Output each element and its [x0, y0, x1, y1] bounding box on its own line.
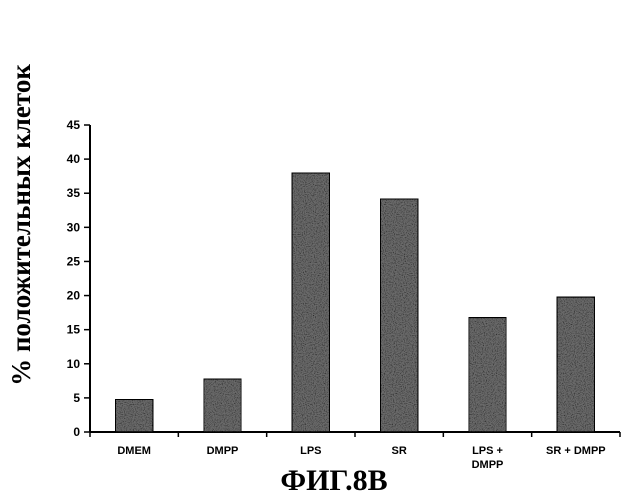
y-tick-label: 30 [67, 220, 81, 234]
x-tick-label: DMPP [472, 459, 504, 471]
y-tick-label: 0 [73, 425, 80, 439]
bar [115, 399, 153, 432]
y-tick-label: 15 [67, 323, 81, 337]
x-tick-label: SR [392, 445, 407, 457]
axes [90, 125, 620, 437]
bar [557, 297, 595, 432]
x-tick-label: DMEM [117, 445, 151, 457]
y-tick-label: 45 [67, 118, 81, 132]
figure-caption: ФИГ.8В [280, 464, 387, 497]
x-tick-label: DMPP [207, 445, 239, 457]
x-tick-label: LPS + [472, 445, 503, 457]
y-tick-label: 40 [67, 152, 81, 166]
x-tick-label: SR + DMPP [546, 445, 606, 457]
y-axis-title: % положительных клеток [6, 64, 36, 386]
y-axis-label: % положительных клеток [6, 64, 36, 386]
bar [469, 317, 507, 432]
y-tick-label: 35 [67, 186, 81, 200]
bars [115, 173, 595, 432]
bar [292, 173, 330, 432]
y-tick-label: 20 [67, 289, 81, 303]
y-tick-label: 5 [73, 391, 80, 405]
bar [380, 199, 418, 432]
y-tick-label: 25 [67, 254, 81, 268]
y-ticks: 0 5 10 15 20 25 30 35 40 45 [67, 118, 90, 439]
x-tick-label: LPS [300, 445, 321, 457]
bar [204, 379, 242, 432]
y-tick-label: 10 [67, 357, 81, 371]
